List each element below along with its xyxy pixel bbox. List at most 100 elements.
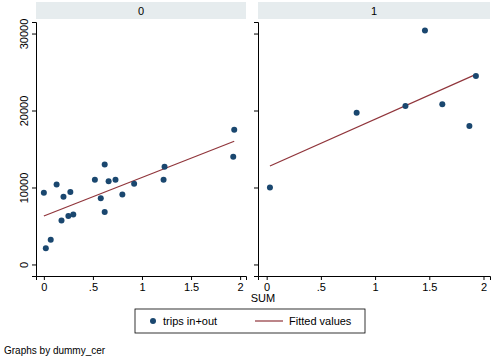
point — [161, 177, 167, 183]
point — [43, 245, 49, 251]
y-tick-mark — [254, 34, 258, 35]
legend-marker — [150, 318, 156, 324]
point — [439, 101, 445, 107]
x-tick-mark — [191, 276, 192, 280]
x-tick-label: .5 — [317, 281, 326, 293]
x-axis-line — [259, 277, 491, 281]
point — [41, 190, 47, 196]
x-axis: 0 .5 1 1.5 2 — [37, 276, 247, 293]
chart: 0 0 .5 1 1.5 2 0 10000 20000 30000 1 0 .5 1 1.5 2 SUM tri… — [0, 0, 500, 364]
x-tick: 0 — [41, 276, 47, 293]
x-tick-mark — [142, 276, 143, 280]
point — [70, 211, 76, 217]
x-tick-label: 0 — [41, 281, 47, 293]
x-axis: 0 .5 1 1.5 2 — [259, 276, 491, 293]
plot-area — [36, 22, 246, 276]
y-tick-mark — [254, 187, 258, 188]
point — [112, 177, 118, 183]
point — [106, 178, 112, 184]
point — [267, 184, 273, 190]
point — [131, 181, 137, 187]
y-tick-mark — [32, 264, 36, 265]
point — [422, 27, 428, 33]
x-tick-mark — [44, 276, 45, 280]
x-tick: .5 — [317, 276, 326, 293]
x-tick-mark — [321, 276, 322, 280]
y-tick — [254, 34, 258, 35]
x-tick: 0 — [264, 276, 270, 293]
x-axis-line — [37, 277, 247, 281]
legend-line — [255, 320, 283, 321]
plot-area — [258, 22, 490, 276]
x-tick-label: 1 — [373, 281, 379, 293]
x-tick: 2 — [481, 276, 487, 293]
y-tick-mark — [32, 187, 36, 188]
point — [102, 209, 108, 215]
legend-box — [135, 309, 365, 333]
fitted-line — [44, 141, 234, 216]
point — [60, 194, 66, 200]
y-tick-label: 20000 — [18, 96, 30, 127]
panel-header — [36, 2, 246, 19]
y-tick-label: 0 — [18, 262, 30, 268]
x-tick: 1.5 — [422, 276, 437, 293]
point — [54, 181, 60, 187]
marks — [267, 27, 479, 190]
y-axis — [254, 23, 259, 277]
point — [48, 237, 54, 243]
panel-title: 1 — [371, 5, 377, 17]
point — [354, 110, 360, 116]
x-axis-title: SUM — [251, 292, 275, 304]
y-tick: 30000 — [18, 19, 36, 50]
point — [231, 127, 237, 133]
point — [59, 218, 65, 224]
x-tick-mark — [267, 276, 268, 280]
y-tick: 0 — [18, 262, 36, 268]
x-tick: .5 — [89, 276, 98, 293]
point — [67, 189, 73, 195]
panel: 0 0 .5 1 1.5 2 0 10000 20000 30000 — [18, 2, 247, 293]
x-tick: 2 — [238, 276, 244, 293]
y-tick — [254, 187, 258, 188]
y-axis: 0 10000 20000 30000 — [18, 19, 37, 277]
point — [466, 123, 472, 129]
y-tick-mark — [254, 111, 258, 112]
x-tick-label: 1.5 — [184, 281, 199, 293]
point — [230, 154, 236, 160]
y-tick-label: 10000 — [18, 173, 30, 204]
point — [119, 191, 125, 197]
x-tick-label: .5 — [89, 281, 98, 293]
y-tick-mark — [32, 34, 36, 35]
point — [473, 73, 479, 79]
x-tick-mark — [375, 276, 376, 280]
x-tick-label: 1.5 — [422, 281, 437, 293]
y-axis-line — [254, 23, 259, 277]
y-tick: 20000 — [18, 96, 36, 127]
point — [92, 177, 98, 183]
x-tick: 1.5 — [184, 276, 199, 293]
panel: 1 0 .5 1 1.5 2 — [254, 2, 491, 293]
y-tick-mark — [32, 111, 36, 112]
x-tick-mark — [93, 276, 94, 280]
x-tick: 1 — [139, 276, 145, 293]
fitted-line — [270, 74, 476, 166]
note: Graphs by dummy_cer — [4, 345, 106, 356]
point — [162, 164, 168, 170]
x-tick-label: 2 — [238, 281, 244, 293]
point — [402, 103, 408, 109]
y-tick-label: 30000 — [18, 19, 30, 50]
y-axis-line — [32, 23, 37, 277]
legend-label: Fitted values — [289, 315, 352, 327]
y-tick — [254, 264, 258, 265]
panel-header — [258, 2, 490, 19]
panel-title: 0 — [138, 5, 144, 17]
y-tick — [254, 111, 258, 112]
legend: trips in+outFitted values — [135, 309, 365, 333]
x-tick: 1 — [373, 276, 379, 293]
y-tick: 10000 — [18, 173, 36, 204]
x-tick-label: 2 — [481, 281, 487, 293]
marks — [41, 127, 237, 252]
x-tick-mark — [429, 276, 430, 280]
point — [102, 161, 108, 167]
y-tick-mark — [254, 264, 258, 265]
